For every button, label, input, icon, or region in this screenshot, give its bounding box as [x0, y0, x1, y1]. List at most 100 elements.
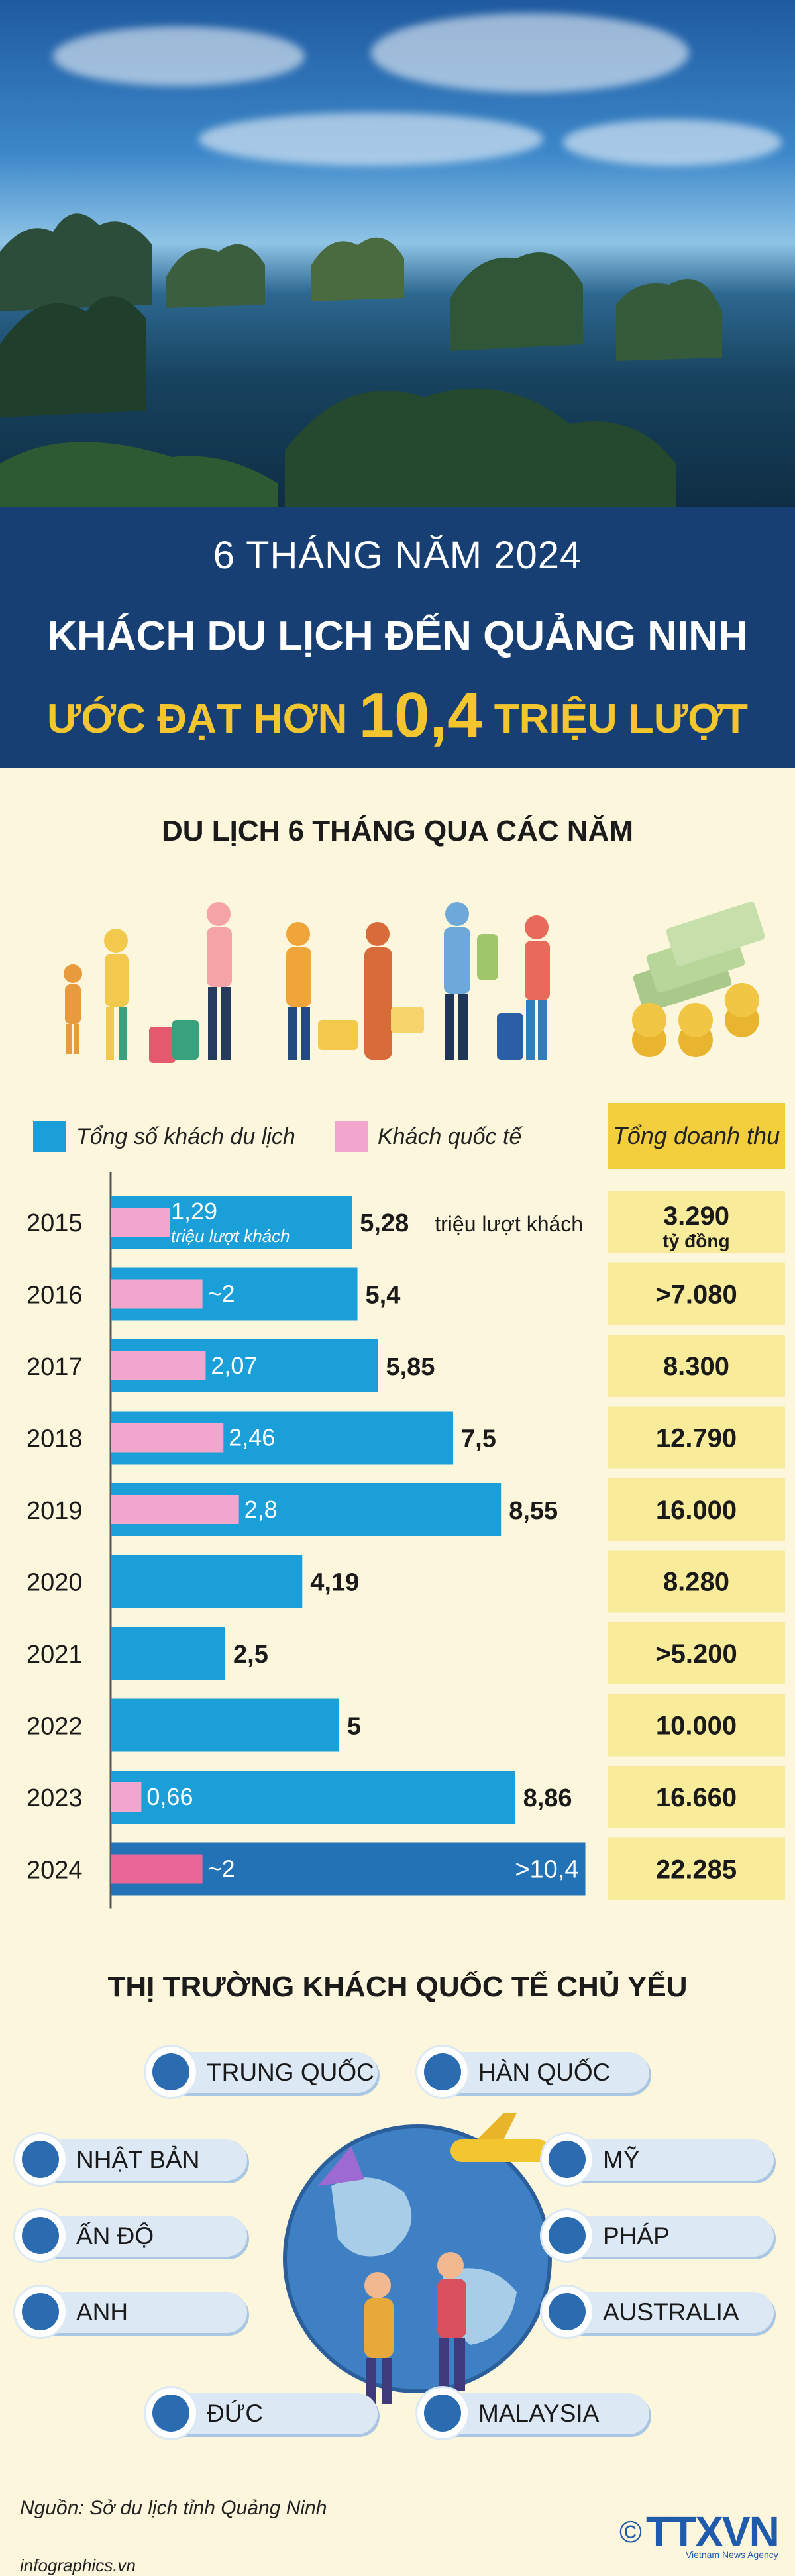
revenue-value: 16.000 — [656, 1496, 737, 1525]
globe-icon — [15, 2210, 66, 2261]
market-usa: MỸ — [542, 2134, 774, 2185]
market-germany: ĐỨC — [146, 2388, 378, 2438]
bar-total-label: 8,86 — [523, 1784, 572, 1812]
highlight-suffix: TRIỆU LƯỢT — [494, 696, 748, 742]
market-label: MALAYSIA — [478, 2400, 600, 2427]
travelers-illustration — [64, 902, 550, 1063]
section-title-markets: THỊ TRƯỜNG KHÁCH QUỐC TẾ CHỦ YẾU — [107, 1971, 688, 2003]
market-label: ANH — [76, 2298, 129, 2326]
legend-label-total: Tổng số khách du lịch — [76, 1124, 295, 1149]
bar-total-label: 7,5 — [461, 1425, 496, 1453]
year-label: 2016 — [26, 1282, 83, 1310]
bar-international — [111, 1279, 203, 1309]
revenue-value: >7.080 — [655, 1280, 737, 1310]
legend-swatch-international — [335, 1121, 368, 1152]
revenue-box — [608, 1335, 785, 1397]
year-label: 2022 — [26, 1713, 83, 1741]
revenue-box — [608, 1694, 785, 1757]
year-label: 2020 — [26, 1569, 83, 1597]
bar-total-label: 2,5 — [233, 1641, 268, 1669]
globe-icon — [146, 2388, 196, 2438]
globe-icon — [15, 2287, 66, 2337]
bar-international-label: 1,29 — [171, 1198, 217, 1225]
bar-international-label: 2,07 — [211, 1352, 257, 1379]
cloud — [53, 26, 305, 86]
market-china: TRUNG QUỐC — [146, 2047, 378, 2097]
legend-revenue-header: Tổng doanh thu — [608, 1103, 785, 1169]
bar-international — [111, 1423, 224, 1453]
highlight-number: 10,4 — [358, 680, 483, 750]
year-label: 2021 — [26, 1641, 83, 1669]
globe-icon — [15, 2134, 66, 2185]
revenue-box — [608, 1262, 785, 1325]
year-label: 2019 — [26, 1497, 83, 1525]
bar-total-label: 8,55 — [509, 1497, 558, 1525]
globe-icon — [146, 2047, 196, 2097]
globe-icon — [417, 2047, 468, 2097]
revenue-box — [608, 1837, 785, 1900]
bar-total-label: 4,19 — [310, 1569, 359, 1597]
bar-total — [111, 1555, 303, 1608]
bar-international — [111, 1495, 239, 1524]
globe-icon — [542, 2210, 592, 2261]
header-banner: 6 THÁNG NĂM 2024 KHÁCH DU LỊCH ĐẾN QUẢNG… — [0, 507, 795, 768]
cloud — [199, 113, 543, 166]
market-australia: AUSTRALIA — [542, 2287, 774, 2337]
cloud — [371, 13, 689, 93]
bar-international-label: ~2 — [208, 1855, 235, 1882]
market-uk: ANH — [15, 2287, 247, 2337]
tourism-bar-chart: 2015 1,29 5,28 triệu lượt khách triệu lượt k… — [26, 1172, 785, 1909]
bar-total — [111, 1627, 225, 1680]
bar-international-label: 0,66 — [146, 1783, 193, 1810]
logo-subtitle: Vietnam News Agency — [685, 2550, 778, 2560]
globe-icon — [542, 2134, 592, 2185]
market-label: MỸ — [603, 2146, 640, 2173]
market-label: NHẬT BẢN — [76, 2146, 200, 2173]
source-note: Nguồn: Sở du lịch tỉnh Quảng Ninh — [20, 2497, 327, 2519]
bar-international — [111, 1854, 203, 1884]
bar-international — [111, 1208, 170, 1237]
globe-icon — [417, 2388, 468, 2438]
bar-international-label: 2,46 — [229, 1424, 275, 1451]
revenue-value: 8.280 — [663, 1568, 729, 1597]
globe-icon — [542, 2287, 592, 2337]
year-label: 2024 — [26, 1857, 83, 1884]
revenue-value: 16.660 — [656, 1783, 737, 1812]
hero-photo-ha-long-bay — [0, 0, 795, 507]
revenue-box — [608, 1766, 785, 1828]
market-malaysia: MALAYSIA — [417, 2388, 649, 2438]
revenue-value: 12.790 — [656, 1424, 737, 1453]
bar-total-label: 5,85 — [386, 1353, 435, 1381]
highlight-prefix: ƯỚC ĐẠT HƠN — [46, 696, 348, 742]
market-korea: HÀN QUỐC — [417, 2047, 649, 2097]
header-subtitle: 6 THÁNG NĂM 2024 — [213, 534, 582, 577]
globe-travelers-illustration — [283, 2113, 552, 2404]
revenue-value: 3.290 — [663, 1202, 729, 1231]
legend-swatch-total — [33, 1121, 66, 1152]
money-illustration — [632, 902, 765, 1057]
bar-total — [111, 1771, 515, 1824]
revenue-value: 8.300 — [663, 1352, 729, 1381]
bar-international-label: ~2 — [208, 1280, 235, 1308]
bar-international — [111, 1782, 142, 1812]
market-label: HÀN QUỐC — [478, 2059, 611, 2086]
market-label: ĐỨC — [207, 2400, 264, 2427]
footer-website: infographics.vn — [20, 2555, 136, 2575]
market-label: TRUNG QUỐC — [207, 2059, 374, 2086]
cloud — [563, 119, 782, 166]
market-label: ẤN ĐỘ — [76, 2222, 154, 2249]
bar-total — [111, 1698, 339, 1752]
market-france: PHÁP — [542, 2210, 774, 2261]
market-label: AUSTRALIA — [603, 2298, 739, 2326]
header-title: KHÁCH DU LỊCH ĐẾN QUẢNG NINH — [47, 613, 748, 659]
bar-total-label: >10,4 — [515, 1856, 578, 1884]
logo-text: TTXVN — [646, 2508, 780, 2555]
market-label: PHÁP — [603, 2222, 670, 2249]
year-label: 2023 — [26, 1784, 83, 1812]
bar-total-label: 5 — [347, 1713, 361, 1741]
bar-total-label: 5,28 — [360, 1210, 409, 1237]
revenue-value: >5.200 — [655, 1639, 737, 1669]
revenue-box — [608, 1478, 785, 1541]
international-unit-label: triệu lượt khách — [171, 1226, 290, 1246]
revenue-box — [608, 1191, 785, 1253]
